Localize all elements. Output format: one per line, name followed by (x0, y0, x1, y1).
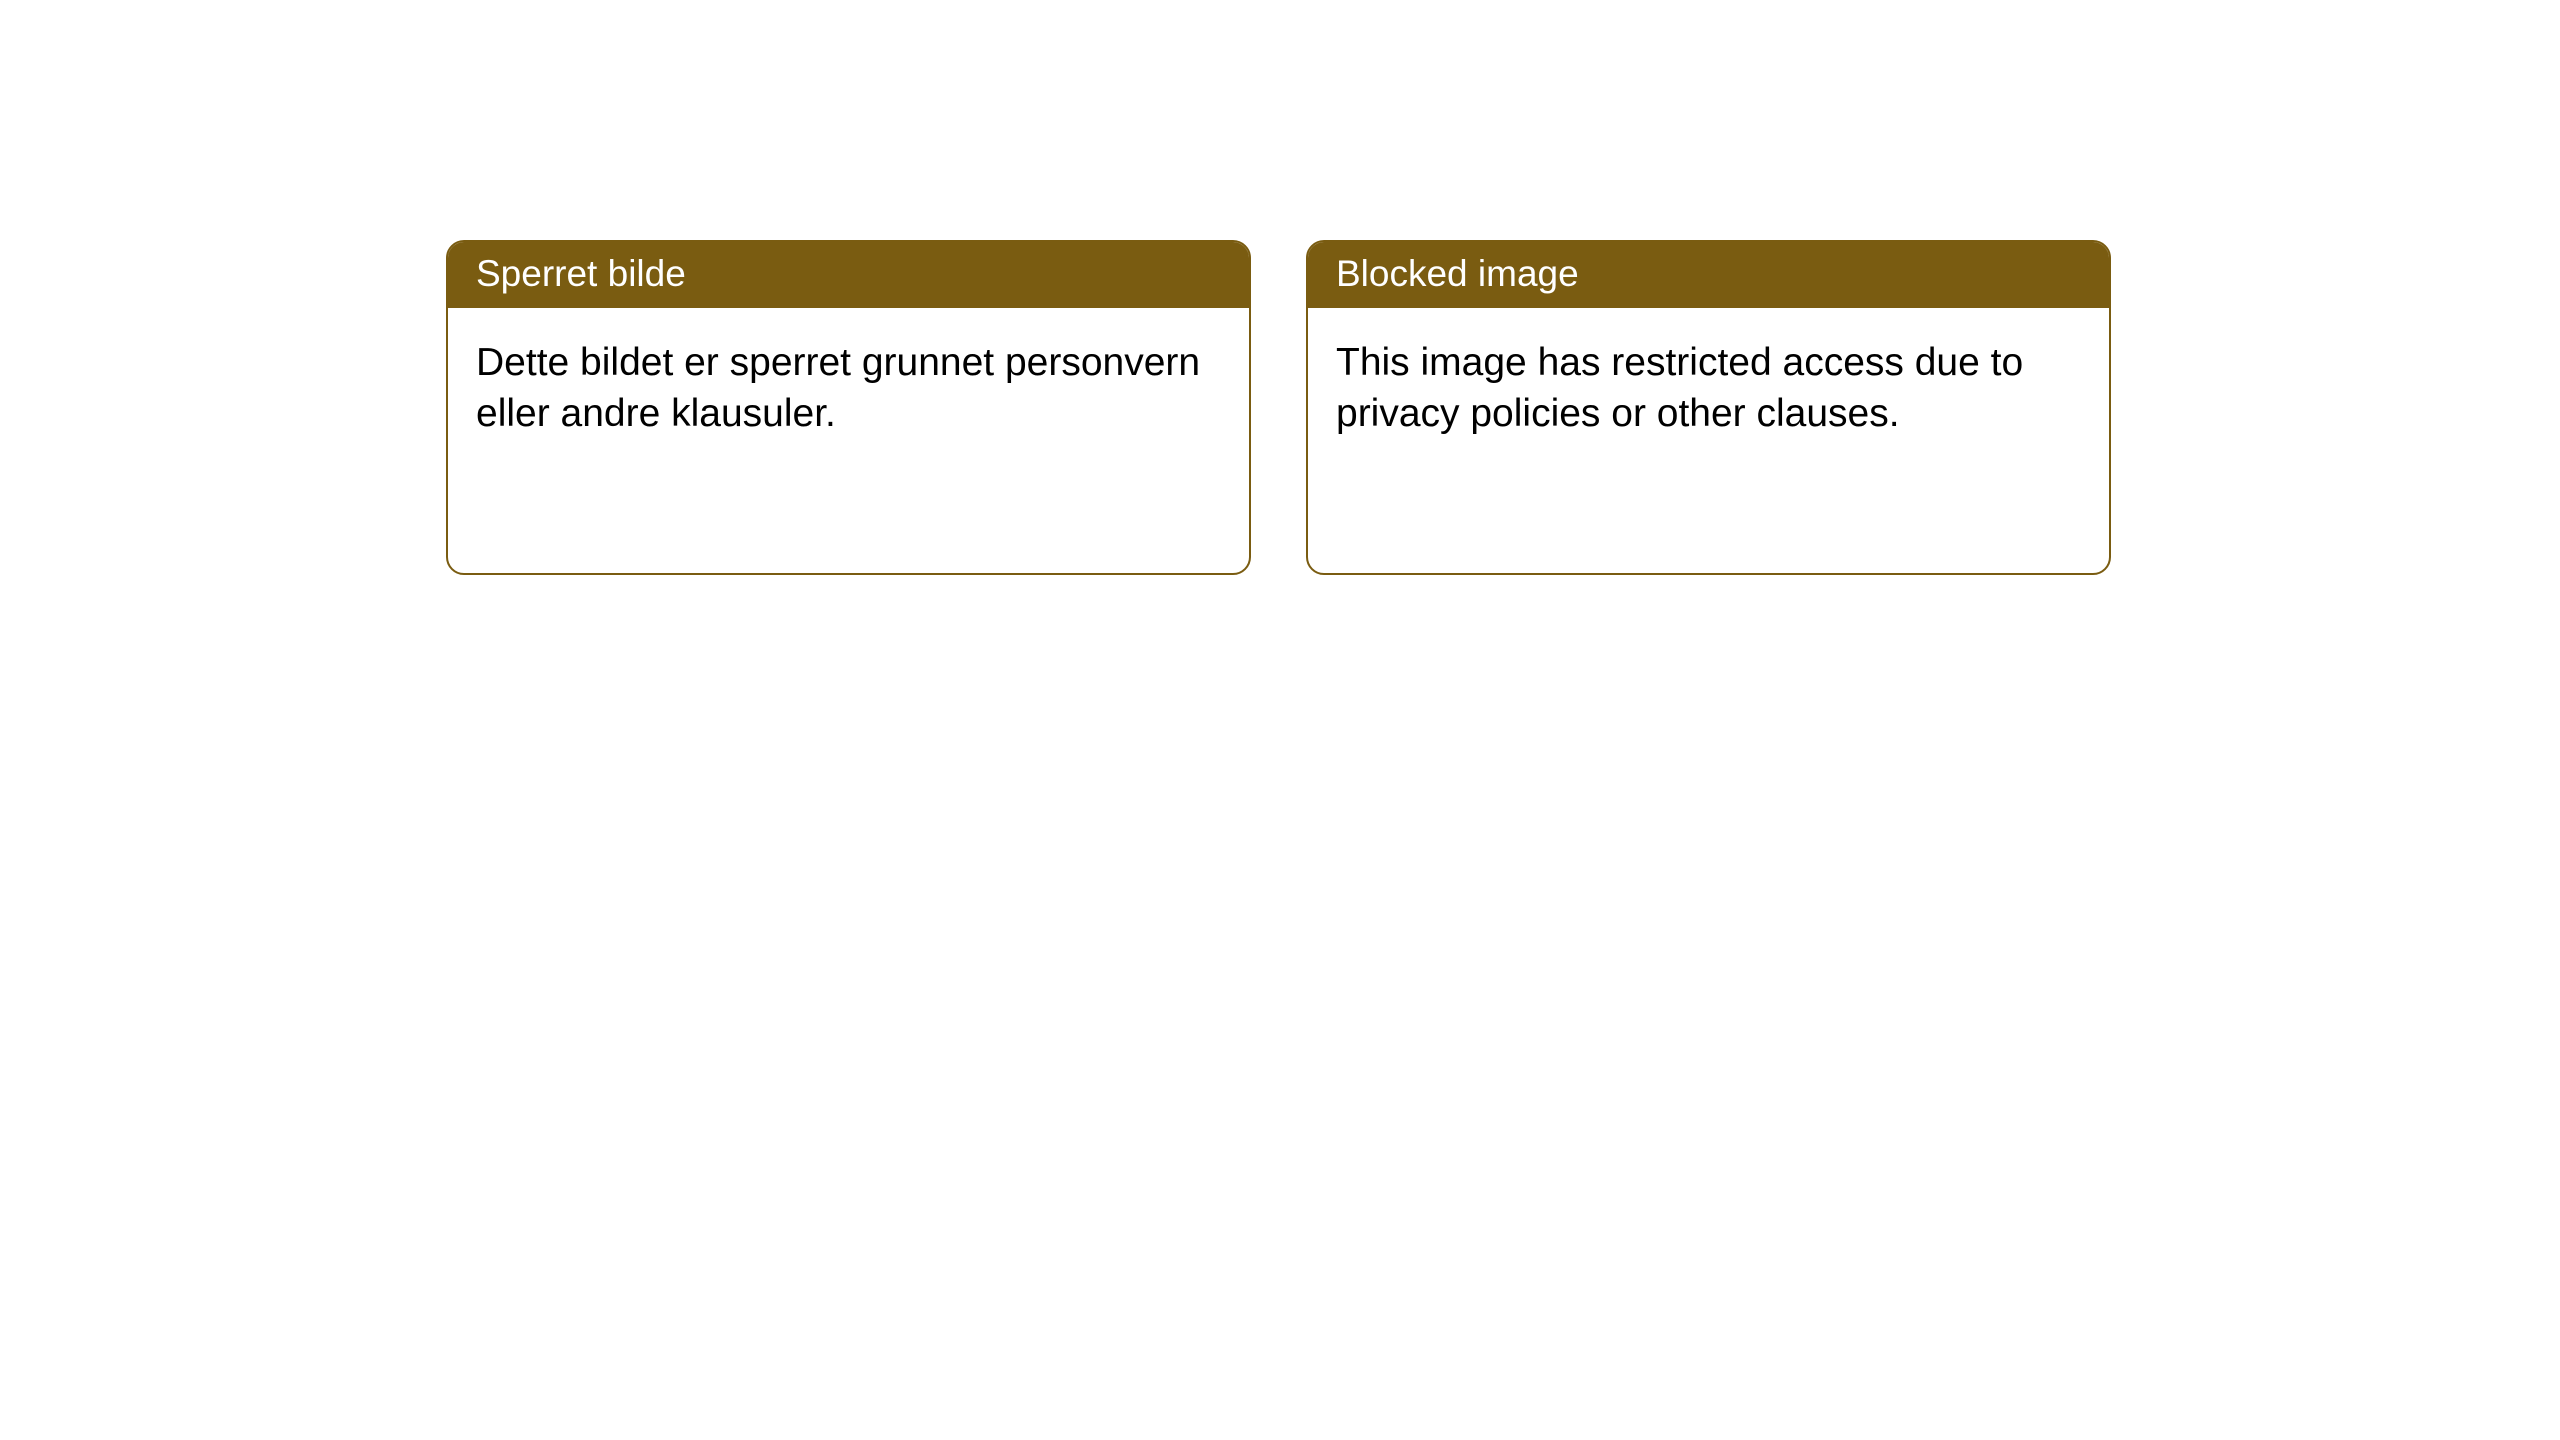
notice-box-english: Blocked image This image has restricted … (1306, 240, 2111, 575)
notice-header: Blocked image (1308, 242, 2109, 308)
notice-body-text: This image has restricted access due to … (1336, 341, 2023, 435)
notice-body-text: Dette bildet er sperret grunnet personve… (476, 341, 1200, 435)
notice-body: Dette bildet er sperret grunnet personve… (448, 308, 1249, 469)
notice-body: This image has restricted access due to … (1308, 308, 2109, 469)
notice-header: Sperret bilde (448, 242, 1249, 308)
notice-title: Blocked image (1336, 253, 1579, 294)
notice-container: Sperret bilde Dette bildet er sperret gr… (446, 240, 2111, 575)
notice-box-norwegian: Sperret bilde Dette bildet er sperret gr… (446, 240, 1251, 575)
notice-title: Sperret bilde (476, 253, 686, 294)
